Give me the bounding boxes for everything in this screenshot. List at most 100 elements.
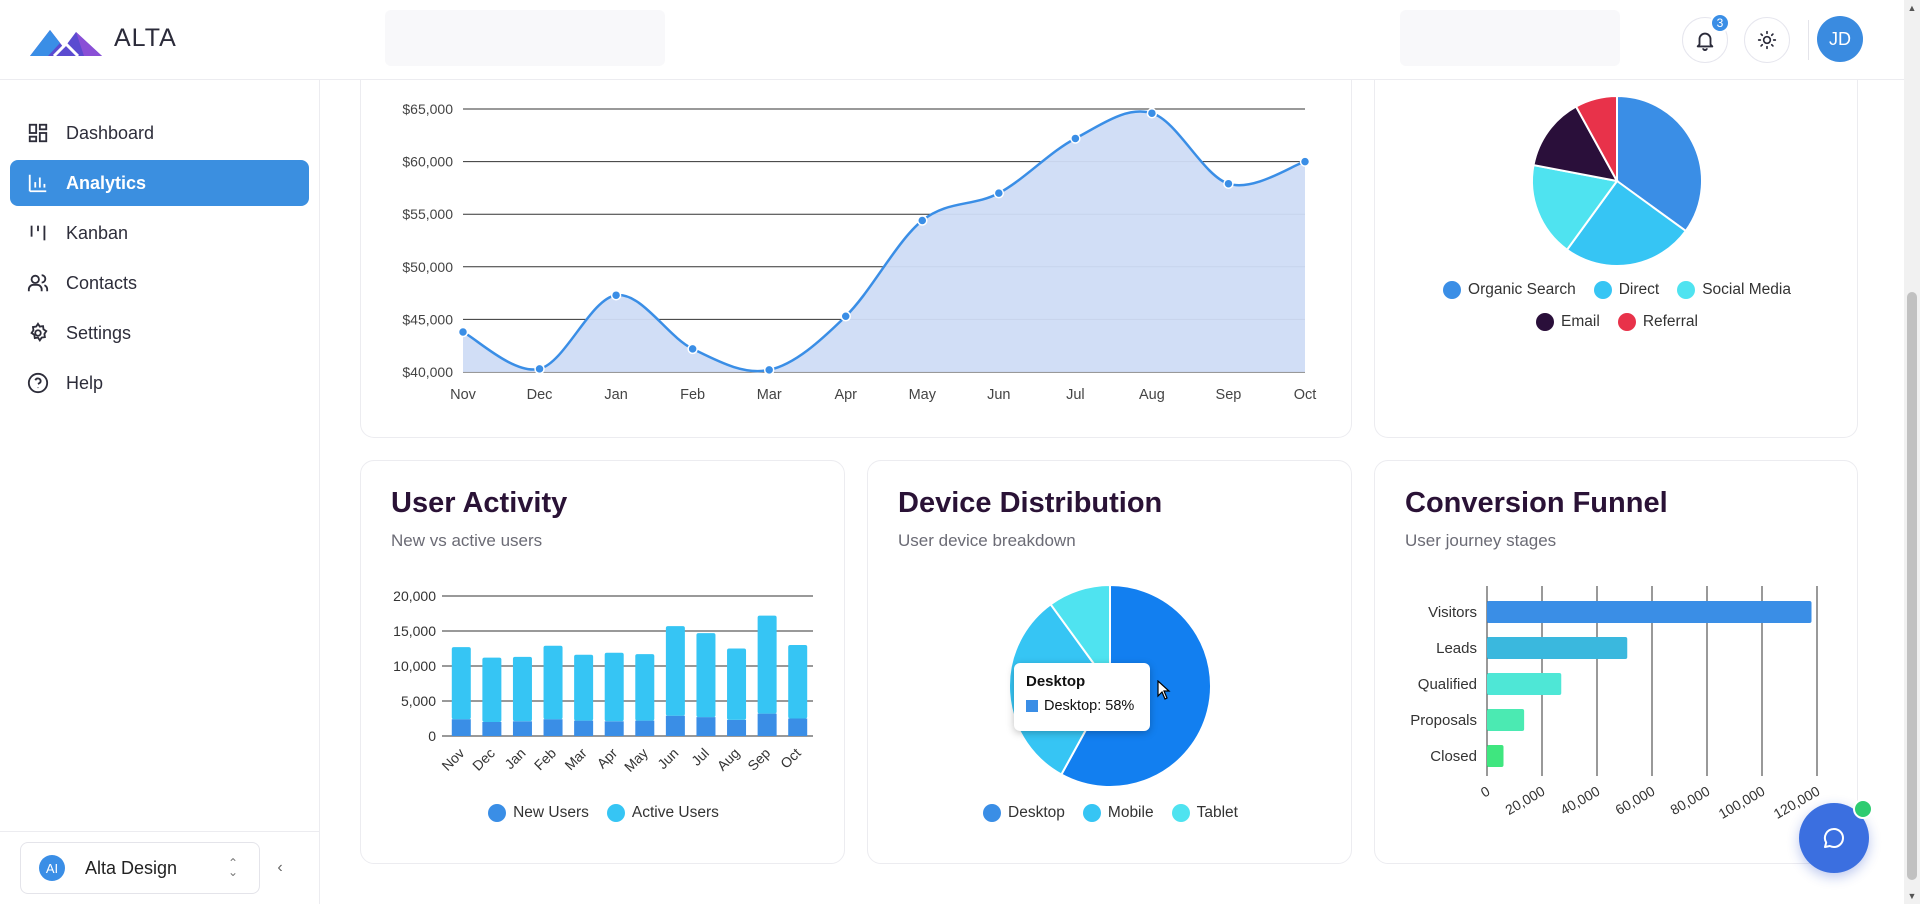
data-point <box>457 326 469 338</box>
data-point <box>917 215 928 226</box>
sidebar-item-settings[interactable]: Settings <box>10 310 309 356</box>
sidebar-item-label: Kanban <box>66 222 129 243</box>
legend-item-direct[interactable]: Direct <box>1593 274 1660 306</box>
user-avatar[interactable]: JD <box>1817 16 1863 62</box>
header-placeholder <box>385 10 665 66</box>
sidebar: Dashboard Analytics Kanban Contacts Sett… <box>0 80 320 904</box>
traffic-sources-card: Organic Search Direct Social Media Email… <box>1374 40 1858 438</box>
legend-label: Tablet <box>1196 804 1238 821</box>
bar-active-users <box>727 648 747 720</box>
chevron-up-down-icon: ⌃ ⌄ <box>227 856 239 879</box>
legend-item-referral[interactable]: Referral <box>1617 306 1698 338</box>
kanban-icon <box>26 221 50 245</box>
revenue-card: $40,000 $45,000 $50,000 $55,000 $60,000 $65,0… <box>360 40 1352 438</box>
x-tick-label: 0 <box>1478 783 1493 801</box>
y-tick-label: Visitors <box>1428 604 1477 621</box>
bar-new-users <box>574 720 594 736</box>
legend-dot <box>1171 804 1190 822</box>
x-tick-label: Feb <box>680 387 705 403</box>
y-tick-label: $45,000 <box>402 311 453 327</box>
bar-active-users <box>635 654 655 721</box>
tooltip-title: Desktop <box>1026 673 1086 690</box>
header-placeholder <box>1400 10 1620 66</box>
workspace-logo: AI <box>39 855 65 881</box>
tooltip-row: Desktop: 58% <box>1026 698 1138 714</box>
bar-active-users <box>451 647 471 720</box>
sidebar-item-label: Analytics <box>66 172 147 193</box>
sidebar-item-contacts[interactable]: Contacts <box>10 260 309 306</box>
legend-item-email[interactable]: Email <box>1536 306 1600 338</box>
legend-item-active-users[interactable]: Active Users <box>606 797 719 829</box>
data-point <box>840 310 851 322</box>
scrollbar-thumb[interactable] <box>1907 292 1917 880</box>
x-tick-label: Mar <box>757 387 782 403</box>
legend-item-organic-search[interactable]: Organic Search <box>1443 274 1576 306</box>
bar-active-users <box>788 645 808 719</box>
legend-item-social-media[interactable]: Social Media <box>1677 274 1791 306</box>
device-distribution-card: Device Distribution User device breakdow… <box>867 460 1352 864</box>
card-title: Device Distribution <box>898 487 1163 519</box>
legend-label: Mobile <box>1107 804 1154 821</box>
sidebar-item-kanban[interactable]: Kanban <box>10 210 309 256</box>
y-tick-label: Leads <box>1436 640 1477 657</box>
legend-label: Direct <box>1618 281 1660 298</box>
x-tick-label: Sep <box>1216 387 1242 403</box>
y-tick-label: Proposals <box>1410 712 1477 729</box>
sidebar-item-help[interactable]: Help <box>10 360 309 406</box>
x-tick-label: May <box>909 387 937 403</box>
legend-dot <box>488 804 507 822</box>
area-fill <box>463 111 1305 372</box>
y-tick-label: 10,000 <box>393 658 436 674</box>
card-subtitle: New vs active users <box>391 531 543 550</box>
scroll-up-arrow-icon[interactable]: ▲ <box>1907 3 1917 13</box>
x-tick-label: 60,000 <box>1612 783 1657 818</box>
x-tick-label: Jul <box>688 745 712 769</box>
x-tick-label: Mar <box>561 745 590 774</box>
bar-active-users <box>604 652 624 722</box>
sidebar-item-dashboard[interactable]: Dashboard <box>10 110 309 156</box>
legend-dot <box>1593 281 1612 299</box>
y-tick-label: $55,000 <box>402 206 453 222</box>
legend-item-desktop[interactable]: Desktop <box>983 797 1065 829</box>
legend-label: Email <box>1561 313 1600 330</box>
page-scrollbar[interactable]: ▲ ▼ <box>1904 0 1920 904</box>
help-icon <box>26 371 50 395</box>
bar-new-users <box>604 721 624 736</box>
online-status-dot <box>1853 799 1873 819</box>
workspace-name: Alta Design <box>85 857 178 878</box>
legend-label: Organic Search <box>1468 281 1576 298</box>
legend-item-tablet[interactable]: Tablet <box>1171 797 1238 829</box>
sidebar-item-label: Contacts <box>66 272 138 293</box>
data-point <box>687 343 698 355</box>
workspace-switcher[interactable]: AI Alta Design ⌃ ⌄ <box>20 842 260 894</box>
card-title: User Activity <box>391 487 568 519</box>
brand-name: ALTA <box>114 24 177 52</box>
y-tick-label: $60,000 <box>402 154 453 170</box>
tooltip-value: Desktop: 58% <box>1044 698 1135 714</box>
bar-new-users <box>451 719 471 736</box>
series-line <box>462 110 1306 373</box>
sidebar-item-analytics[interactable]: Analytics <box>10 160 309 206</box>
x-tick-label: Jan <box>604 387 627 403</box>
scroll-down-arrow-icon[interactable]: ▼ <box>1907 891 1917 901</box>
chevron-left-icon: ‹ <box>277 859 283 876</box>
bar-new-users <box>543 719 563 736</box>
x-tick-label: Oct <box>777 745 804 772</box>
legend-dot <box>1443 281 1462 299</box>
legend-item-new-users[interactable]: New Users <box>488 797 589 829</box>
funnel-bar <box>1487 709 1525 731</box>
notifications-button[interactable]: 3 <box>1682 13 1730 63</box>
bar-active-users <box>696 633 716 718</box>
theme-toggle-button[interactable] <box>1744 17 1790 63</box>
pie-slice <box>1565 179 1688 267</box>
collapse-sidebar-button[interactable]: ‹ <box>270 854 290 882</box>
x-tick-label: 40,000 <box>1557 783 1602 818</box>
legend-dot <box>1082 804 1101 822</box>
legend-dot <box>983 804 1002 822</box>
legend-item-mobile[interactable]: Mobile <box>1082 797 1154 829</box>
bar-new-users <box>788 718 808 736</box>
y-tick-label: $50,000 <box>402 259 453 275</box>
alta-logo-icon[interactable] <box>30 22 102 56</box>
bar-new-users <box>665 715 685 736</box>
